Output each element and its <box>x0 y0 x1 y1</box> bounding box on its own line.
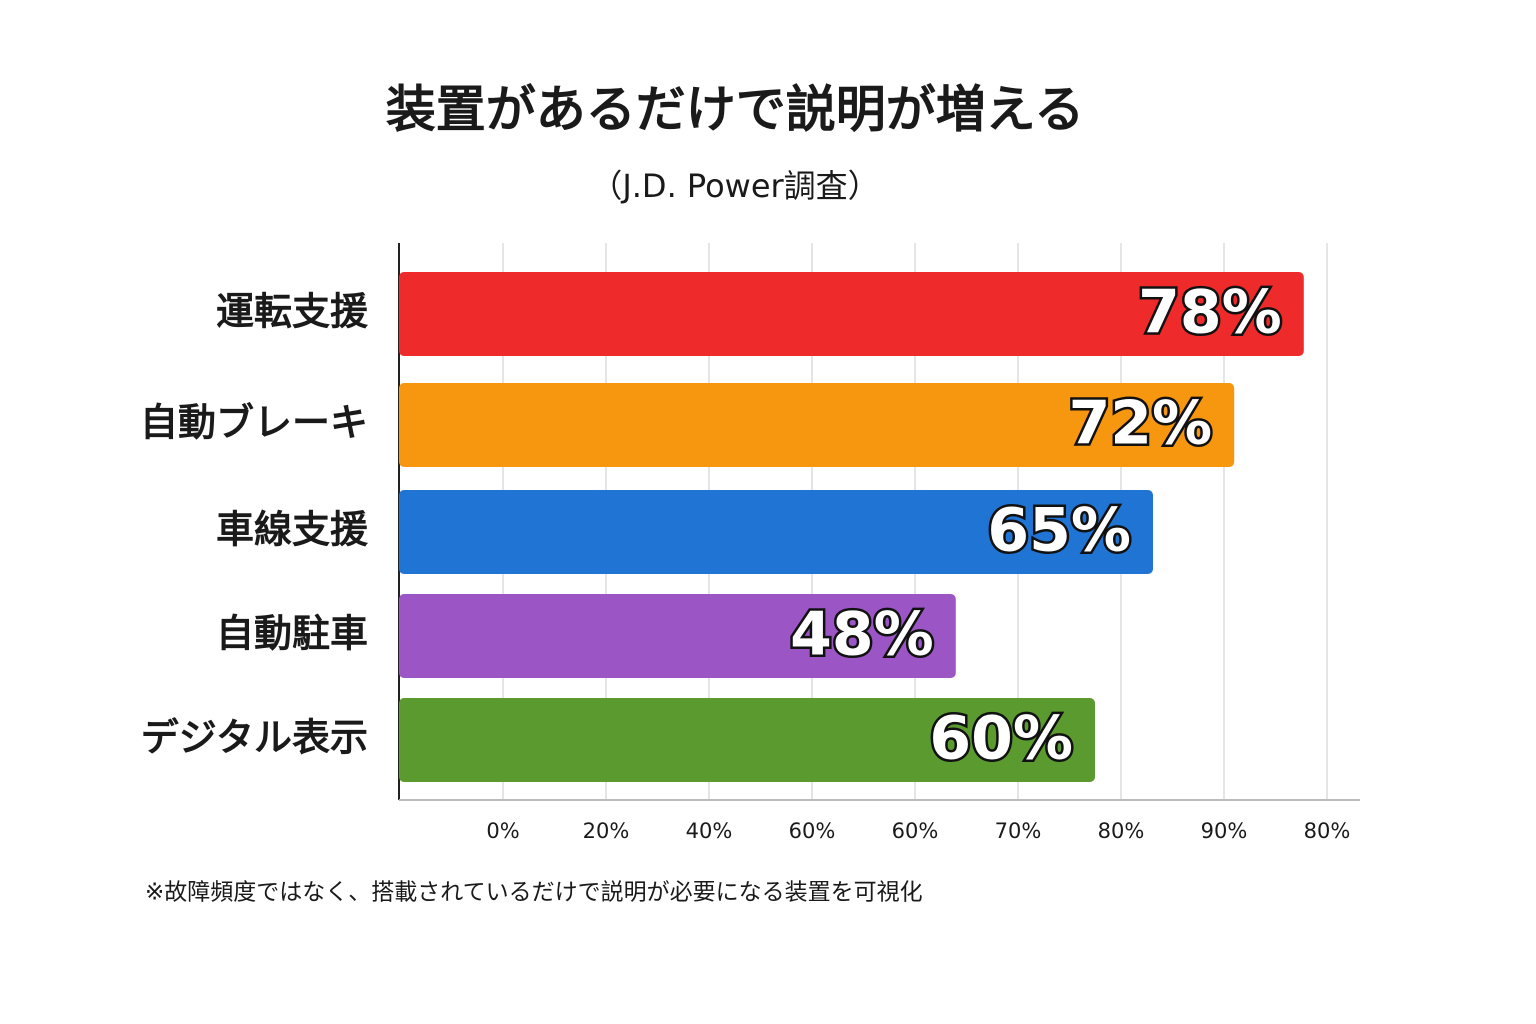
x-tick-label: 80% <box>1098 819 1145 843</box>
value-label: 48% <box>790 600 934 670</box>
bar <box>399 594 956 678</box>
bar <box>399 272 1304 356</box>
x-tick-label: 60% <box>892 819 939 843</box>
value-label: 78% <box>1138 278 1282 348</box>
x-tick-label: 80% <box>1304 819 1351 843</box>
footnote: ※故障頻度ではなく、搭載されているだけで説明が必要になる装置を可視化 <box>145 880 923 906</box>
category-label: 自動ブレーキ <box>140 401 368 445</box>
category-label: デジタル表示 <box>141 716 368 760</box>
x-tick-label: 90% <box>1201 819 1248 843</box>
chart-title: 装置があるだけで説明が増える <box>386 81 1085 139</box>
category-label: 自動駐車 <box>216 612 368 656</box>
x-tick-label: 40% <box>686 819 733 843</box>
value-label: 72% <box>1069 389 1213 459</box>
x-tick-label: 0% <box>486 819 519 843</box>
category-label: 運転支援 <box>216 290 369 334</box>
value-label: 60% <box>929 704 1073 774</box>
bar <box>399 698 1095 782</box>
bar <box>399 490 1153 574</box>
x-tick-label: 60% <box>789 819 836 843</box>
chart-subtitle: （J.D. Power調査） <box>590 167 879 205</box>
value-label: 65% <box>987 496 1131 566</box>
x-tick-label: 70% <box>995 819 1042 843</box>
bar <box>399 383 1235 467</box>
category-label: 車線支援 <box>216 508 369 552</box>
x-tick-label: 20% <box>583 819 630 843</box>
